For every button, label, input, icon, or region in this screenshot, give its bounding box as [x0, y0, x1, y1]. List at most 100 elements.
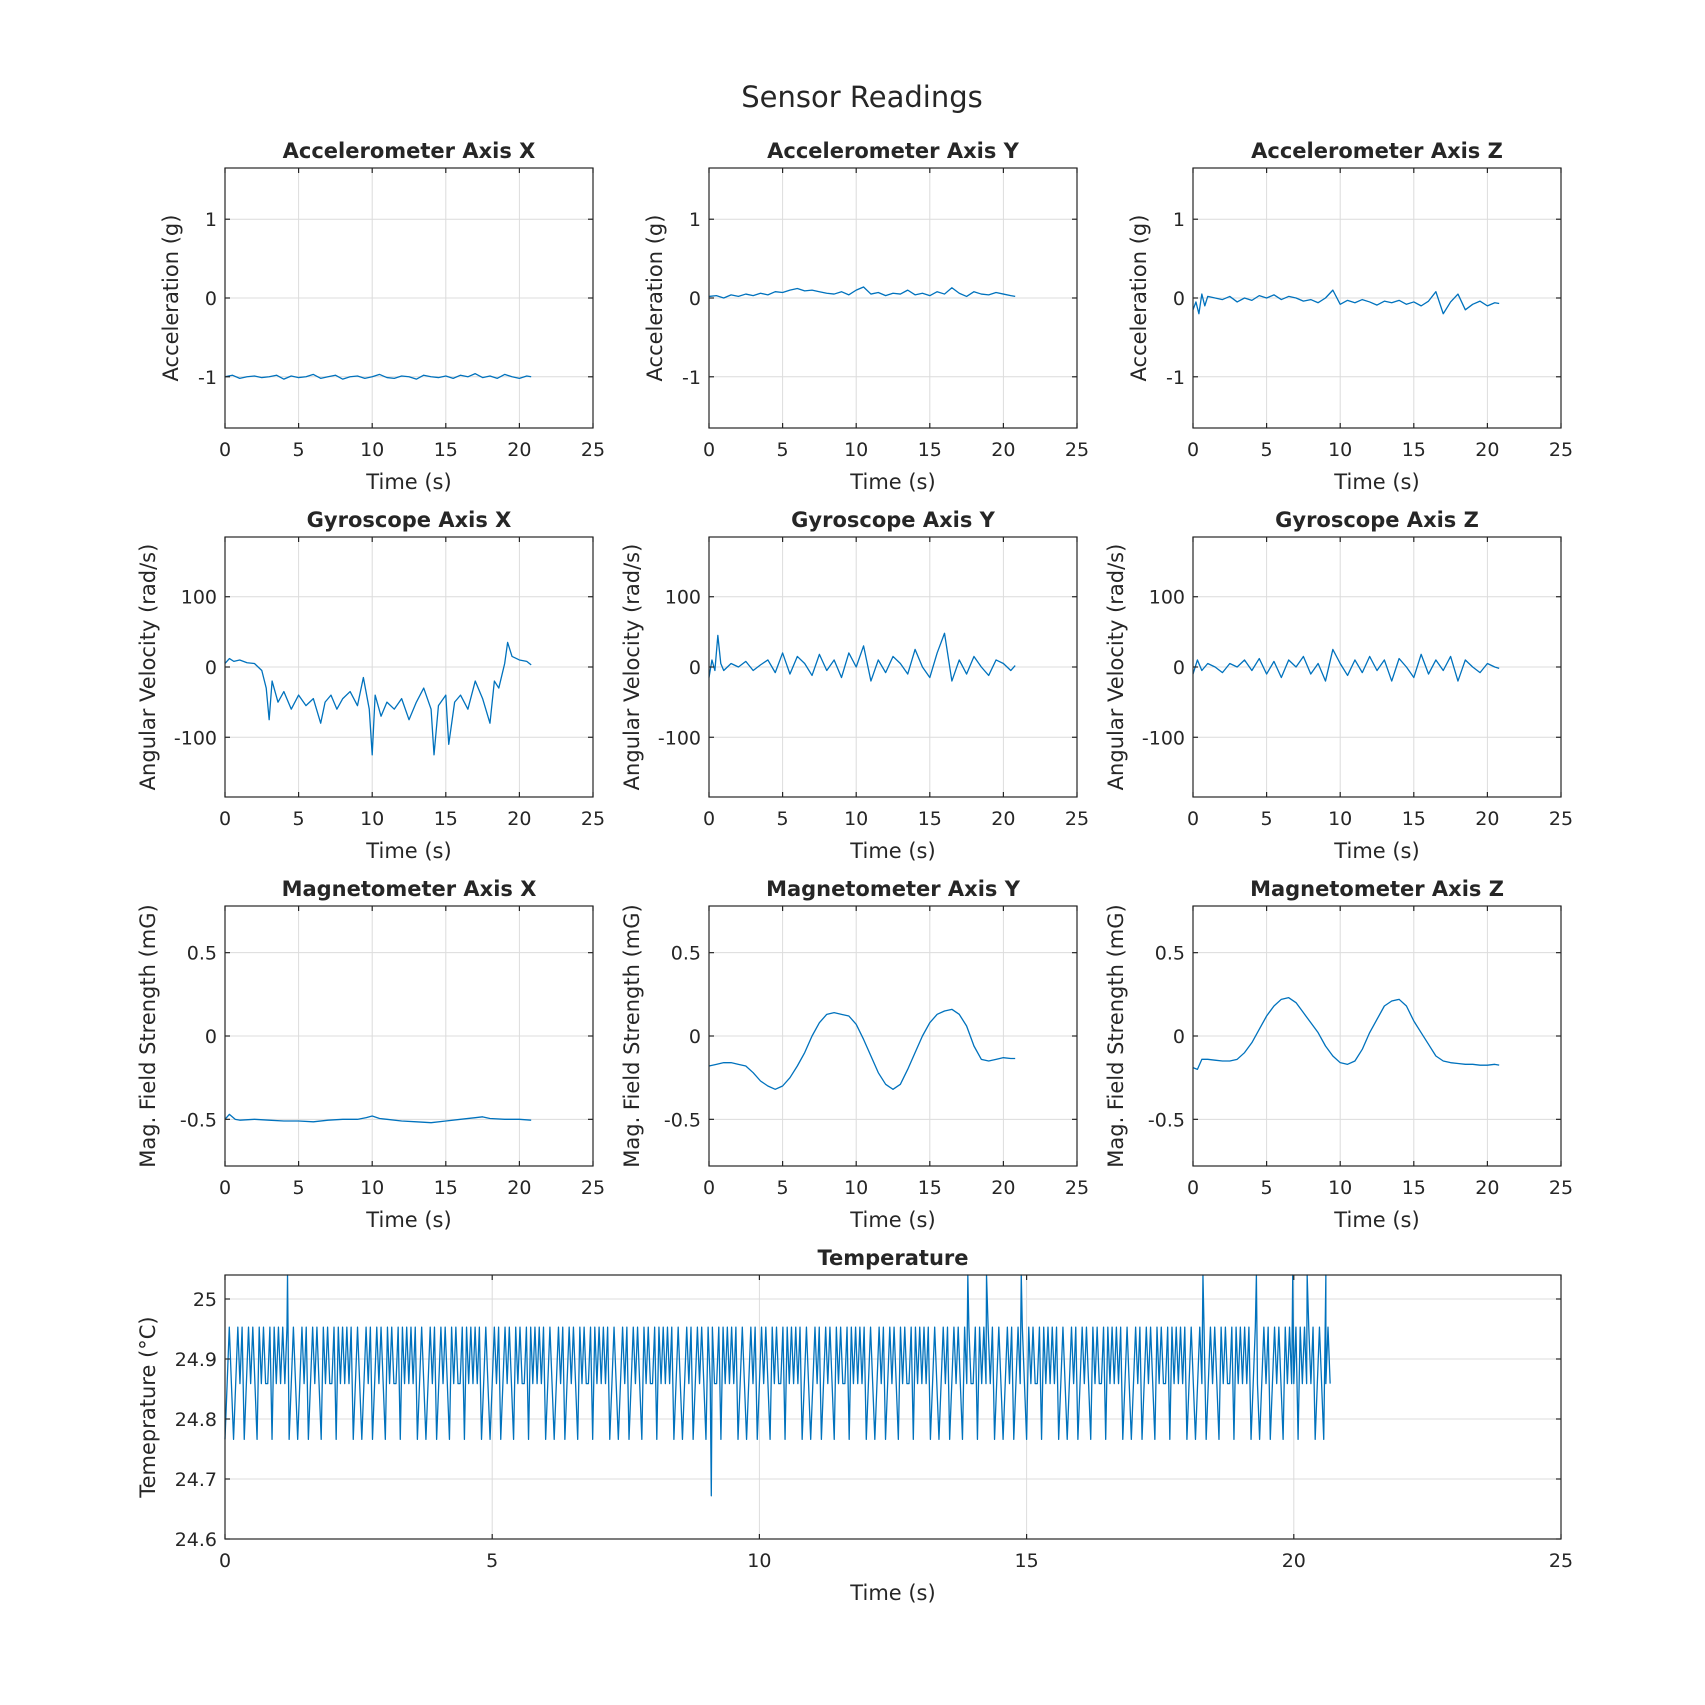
data-line: [1192, 648, 1500, 682]
subplot-accel-z: 0 5 10 15 20 25 -1 0 1 Accelerometer Axis Z Time (…: [1127, 139, 1573, 494]
x-tick-label: 20: [991, 1177, 1015, 1199]
subplot-title: Magnetometer Axis Z: [1250, 877, 1504, 901]
y-tick-label: -1: [198, 367, 217, 389]
x-tick-label: 10: [1328, 439, 1352, 461]
x-tick-label: 10: [1328, 808, 1352, 830]
y-tick-label: 24.8: [175, 1409, 217, 1431]
y-tick-label: 1: [205, 209, 217, 231]
x-tick-label: 15: [918, 1177, 942, 1199]
x-tick-label: 15: [1015, 1550, 1039, 1572]
x-tick-label: 10: [747, 1550, 771, 1572]
data-line: [1192, 997, 1500, 1070]
y-tick-label: 0.5: [1155, 943, 1185, 965]
y-tick-label: 0.5: [187, 943, 217, 965]
x-tick-label: 15: [918, 439, 942, 461]
x-tick-label: 0: [703, 808, 715, 830]
x-tick-label: 25: [581, 439, 605, 461]
x-tick-label: 0: [703, 1177, 715, 1199]
x-tick-label: 5: [293, 1177, 305, 1199]
plot-area: [225, 1275, 1561, 1539]
y-axis-label: Mag. Field Strength (mG): [620, 904, 644, 1167]
x-tick-label: 0: [219, 1550, 231, 1572]
subplot-accel-y: 0 5 10 15 20 25 -1 0 1 Accelerometer Axis Y Time (…: [643, 139, 1089, 494]
y-axis-label: Acceleration (g): [159, 215, 183, 382]
data-line: [1192, 289, 1500, 315]
y-tick-label: -0.5: [664, 1109, 701, 1131]
y-tick-label: 1: [1173, 209, 1185, 231]
x-axis-label: Time (s): [1333, 1208, 1419, 1232]
x-tick-label: 0: [219, 1177, 231, 1199]
y-tick-label: 0: [1173, 1026, 1185, 1048]
subplot-title: Temperature: [817, 1246, 968, 1270]
x-tick-label: 10: [360, 439, 384, 461]
x-tick-label: 25: [1065, 1177, 1089, 1199]
x-tick-label: 0: [1187, 439, 1199, 461]
data-line: [224, 1274, 1331, 1497]
y-tick-label: -100: [1142, 727, 1185, 749]
y-tick-label: 25: [193, 1289, 217, 1311]
y-tick-label: 0: [689, 657, 701, 679]
y-tick-label: 0: [689, 1026, 701, 1048]
x-tick-label: 20: [1282, 1550, 1306, 1572]
x-tick-label: 20: [1475, 808, 1499, 830]
x-tick-label: 15: [918, 808, 942, 830]
x-tick-label: 0: [1187, 1177, 1199, 1199]
y-tick-label: 100: [181, 587, 217, 609]
x-tick-label: 20: [507, 439, 531, 461]
x-tick-label: 5: [486, 1550, 498, 1572]
subplot-mag-z: 0 5 10 15 20 25 -0.5 0 0.5 Magnetometer Axis Z Tim…: [1104, 877, 1573, 1232]
x-tick-label: 5: [1261, 439, 1273, 461]
y-tick-label: 0: [205, 288, 217, 310]
x-axis-label: Time (s): [849, 1208, 935, 1232]
x-tick-label: 25: [1065, 439, 1089, 461]
x-tick-label: 10: [844, 439, 868, 461]
x-tick-label: 15: [1402, 439, 1426, 461]
x-tick-label: 0: [219, 439, 231, 461]
x-tick-label: 25: [1549, 1550, 1573, 1572]
y-tick-label: 0: [689, 288, 701, 310]
y-axis-label: Mag. Field Strength (mG): [1104, 904, 1128, 1167]
x-tick-label: 10: [360, 808, 384, 830]
y-tick-label: -0.5: [180, 1109, 217, 1131]
data-line: [224, 1113, 532, 1124]
x-tick-label: 20: [507, 808, 531, 830]
x-tick-label: 0: [703, 439, 715, 461]
x-tick-label: 15: [434, 439, 458, 461]
subplot-title: Gyroscope Axis Z: [1275, 508, 1479, 532]
y-axis-label: Acceleration (g): [643, 215, 667, 382]
y-tick-label: 1: [689, 209, 701, 231]
x-tick-label: 20: [1475, 439, 1499, 461]
x-axis-label: Time (s): [365, 470, 451, 494]
x-axis-label: Time (s): [1333, 470, 1419, 494]
figure-title: Sensor Readings: [741, 80, 982, 114]
x-tick-label: 15: [434, 808, 458, 830]
data-line: [708, 632, 1016, 682]
subplot-mag-y: 0 5 10 15 20 25 -0.5 0 0.5 Magnetometer Axis Y Tim…: [620, 877, 1089, 1232]
x-tick-label: 10: [844, 1177, 868, 1199]
subplot-mag-x: 0 5 10 15 20 25 -0.5 0 0.5 Magnetometer Axis X Tim…: [136, 877, 605, 1232]
x-tick-label: 5: [777, 439, 789, 461]
data-line: [708, 1008, 1016, 1090]
x-tick-label: 20: [1475, 1177, 1499, 1199]
y-tick-label: -0.5: [1148, 1109, 1185, 1131]
x-tick-label: 5: [777, 1177, 789, 1199]
x-tick-label: 20: [991, 439, 1015, 461]
y-axis-label: Angular Velocity (rad/s): [136, 544, 160, 791]
x-axis-label: Time (s): [849, 470, 935, 494]
y-tick-label: 24.9: [175, 1349, 217, 1371]
subplot-gyro-y: 0 5 10 15 20 25 -100 0 100 Gyroscope Axis Y Time (…: [620, 508, 1089, 863]
x-axis-label: Time (s): [365, 1208, 451, 1232]
x-tick-label: 5: [293, 808, 305, 830]
x-tick-label: 25: [581, 1177, 605, 1199]
y-tick-label: 24.6: [175, 1529, 217, 1551]
y-tick-label: 100: [665, 587, 701, 609]
y-tick-label: -100: [658, 727, 701, 749]
x-tick-label: 25: [1549, 808, 1573, 830]
subplot-gyro-z: 0 5 10 15 20 25 -100 0 100 Gyroscope Axis Z Time (…: [1104, 508, 1573, 863]
x-tick-label: 0: [1187, 808, 1199, 830]
data-line: [224, 641, 532, 756]
x-tick-label: 25: [581, 808, 605, 830]
x-tick-label: 0: [219, 808, 231, 830]
